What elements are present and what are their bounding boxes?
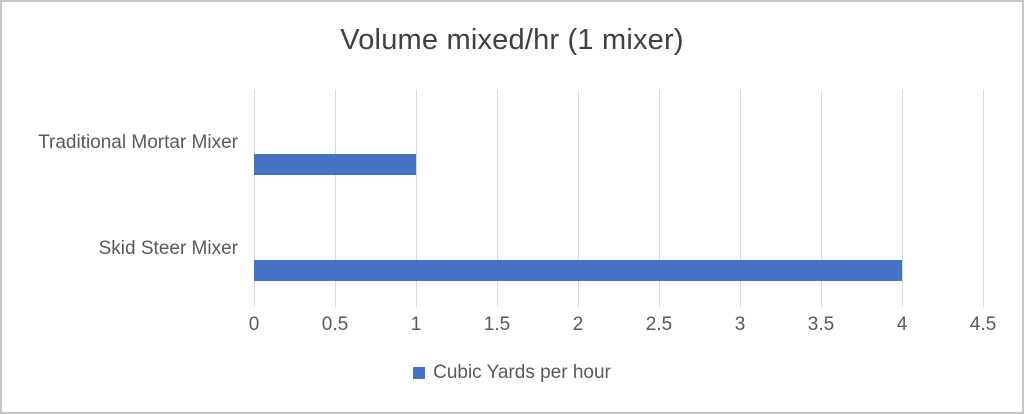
x-tick-label: 2.5 — [645, 314, 673, 335]
gridline — [415, 90, 417, 307]
x-tick-label: 1 — [410, 314, 422, 335]
gridline — [739, 90, 741, 307]
x-tick-label: 3 — [734, 314, 746, 335]
gridline — [982, 90, 984, 307]
legend-label: Cubic Yards per hour — [433, 362, 611, 383]
chart-title: Volume mixed/hr (1 mixer) — [340, 24, 684, 56]
x-tick-label: 0 — [248, 314, 260, 335]
bar-skid-steer-mixer — [254, 260, 902, 281]
x-tick-label: 3.5 — [807, 314, 835, 335]
gridline — [577, 90, 579, 307]
legend-swatch-icon — [413, 367, 426, 379]
x-tick-label: 4.5 — [969, 314, 997, 335]
gridline — [496, 90, 498, 307]
x-tick-label: 0.5 — [321, 314, 349, 335]
gridline — [334, 90, 336, 307]
legend: Cubic Yards per hour — [2, 360, 1022, 386]
gridline — [820, 90, 822, 307]
gridline — [658, 90, 660, 307]
gridline — [901, 90, 903, 307]
x-tick-label: 1.5 — [483, 314, 511, 335]
plot-area — [253, 90, 984, 307]
category-label: Traditional Mortar Mixer — [38, 132, 238, 153]
gridline — [253, 90, 255, 307]
x-tick-label: 2 — [572, 314, 584, 335]
x-tick-label: 4 — [896, 314, 908, 335]
y-axis-category-labels: Traditional Mortar Mixer Skid Steer Mixer — [2, 90, 238, 302]
category-label: Skid Steer Mixer — [98, 238, 238, 259]
x-axis-tick-labels: 0 0.5 1 1.5 2 2.5 3 3.5 4 4.5 — [249, 314, 997, 338]
bar-traditional-mortar-mixer — [254, 154, 416, 175]
